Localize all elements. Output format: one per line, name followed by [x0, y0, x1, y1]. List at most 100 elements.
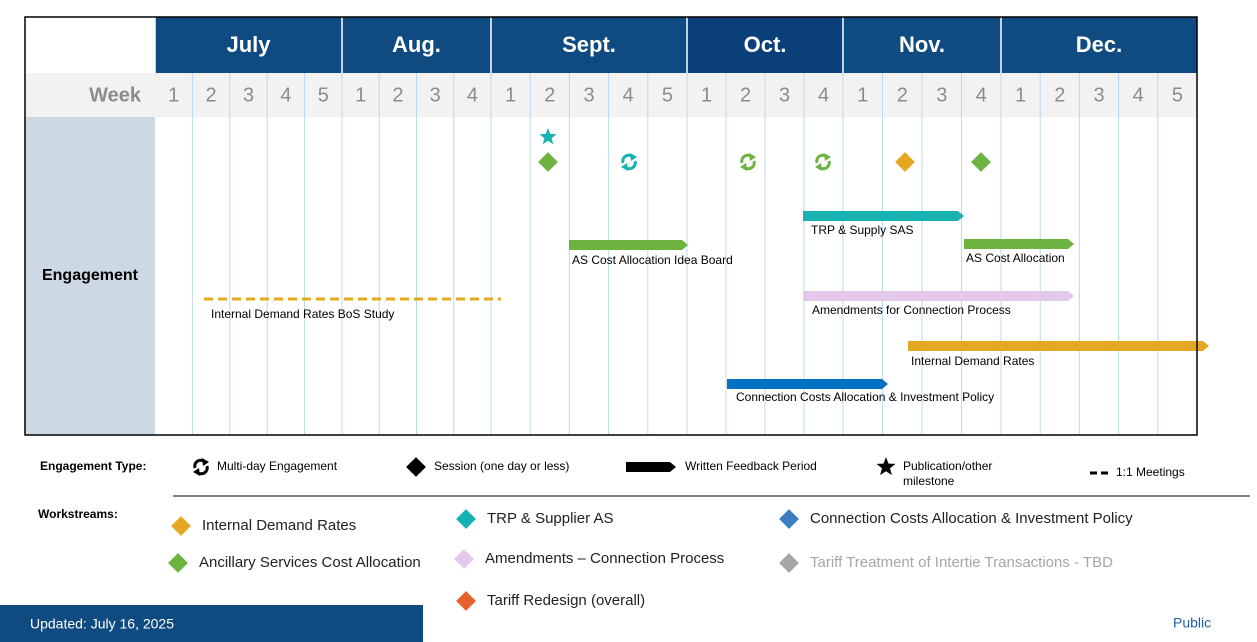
week-number: 4: [1133, 84, 1144, 106]
week-number: 5: [662, 84, 673, 106]
legend-title: Engagement Type:: [40, 459, 146, 473]
cycle-arrow: [621, 163, 628, 171]
week-number: 4: [976, 84, 987, 106]
workstream-label: Internal Demand Rates: [202, 517, 356, 534]
legend-label: 1:1 Meetings: [1116, 465, 1185, 479]
week-number: 2: [392, 84, 403, 106]
week-number: 2: [740, 84, 751, 106]
feedback-bar: [803, 291, 1074, 301]
month-header: [155, 17, 342, 73]
feedback-bar: [569, 240, 688, 250]
feedback-bar: [727, 379, 888, 389]
legend-icon: [193, 458, 209, 476]
classification: Public: [1173, 615, 1211, 631]
workstream-label: Amendments – Connection Process: [485, 550, 724, 567]
week-number: 3: [936, 84, 947, 106]
task-label: Connection Costs Allocation & Investment…: [736, 390, 994, 404]
month-label: Sept.: [562, 32, 616, 57]
task-label: Amendments for Connection Process: [812, 303, 1011, 317]
month-label: Aug.: [392, 32, 441, 57]
updated-date: Updated: July 16, 2025: [30, 616, 174, 632]
legend-icon: [406, 457, 426, 477]
legend-label: Written Feedback Period: [685, 459, 817, 473]
month-header: [843, 17, 1001, 73]
month-header: [1001, 17, 1197, 73]
week-number: 3: [243, 84, 254, 106]
task-label: TRP & Supply SAS: [811, 223, 914, 237]
workstream-label: Connection Costs Allocation & Investment…: [810, 510, 1133, 527]
month-label: Dec.: [1076, 32, 1122, 57]
workstream-swatch: [779, 553, 799, 573]
week-number: 1: [857, 84, 868, 106]
cycle-arrow: [630, 153, 637, 161]
legend-icon: [626, 462, 676, 472]
week-row-bg: [155, 73, 1197, 117]
workstream-swatch: [454, 549, 474, 569]
publication-star: [539, 128, 557, 145]
cycle-arrow: [749, 153, 756, 161]
week-number: 3: [1093, 84, 1104, 106]
cycle-arrow: [202, 458, 209, 466]
legend-label: Publication/other milestone: [903, 459, 993, 488]
multi-day-icon: [815, 153, 831, 171]
legend-label: Session (one day or less): [434, 459, 569, 473]
week-number: 3: [430, 84, 441, 106]
week-number: 4: [467, 84, 478, 106]
cycle-arrow: [193, 468, 200, 476]
week-label-bg: [25, 73, 155, 117]
week-number: 1: [355, 84, 366, 106]
month-label: Nov.: [899, 32, 945, 57]
cycle-arrow: [815, 163, 822, 171]
workstream-label: Tariff Redesign (overall): [487, 592, 645, 609]
week-number: 2: [544, 84, 555, 106]
legend-icon: [876, 457, 896, 476]
frame: [24, 16, 1198, 436]
week-number: 1: [1015, 84, 1026, 106]
workstreams-title: Workstreams:: [38, 507, 118, 521]
row-label: Engagement: [42, 267, 139, 284]
workstream-label: Ancillary Services Cost Allocation: [199, 554, 421, 571]
feedback-bar: [908, 341, 1209, 351]
week-label: Week: [89, 84, 142, 106]
workstream-swatch: [456, 509, 476, 529]
cycle-arrow: [740, 163, 747, 171]
task-label: Internal Demand Rates BoS Study: [211, 307, 394, 321]
multi-day-icon: [621, 153, 637, 171]
week-number: 3: [583, 84, 594, 106]
week-number: 1: [168, 84, 179, 106]
week-number: 4: [818, 84, 829, 106]
legend-label-box: Publication/other milestone: [903, 459, 993, 488]
workstream-swatch: [456, 591, 476, 611]
month-header: [687, 17, 843, 73]
week-number: 1: [701, 84, 712, 106]
row-label-bg: [25, 117, 155, 435]
month-label: July: [226, 32, 271, 57]
cycle-arrow: [824, 153, 831, 161]
week-number: 2: [1054, 84, 1065, 106]
week-number: 5: [1172, 84, 1183, 106]
task-label: AS Cost Allocation: [966, 251, 1065, 265]
task-label: Internal Demand Rates: [911, 354, 1034, 368]
legend-label: Multi-day Engagement: [217, 459, 338, 473]
month-header: [342, 17, 491, 73]
week-number: 3: [779, 84, 790, 106]
week-number: 1: [505, 84, 516, 106]
workstream-label: Tariff Treatment of Intertie Transaction…: [810, 554, 1113, 571]
footer-band: [0, 605, 423, 642]
task-label: AS Cost Allocation Idea Board: [572, 253, 733, 267]
workstream-label: TRP & Supplier AS: [487, 510, 613, 527]
week-number: 4: [623, 84, 634, 106]
feedback-bar: [964, 239, 1074, 249]
multi-day-icon: [740, 153, 756, 171]
week-number: 2: [206, 84, 217, 106]
milestones: TRP & Supply SAS AS Cost Allocation Idea …: [204, 128, 1209, 404]
month-label: Oct.: [744, 32, 787, 57]
legend: Multi-day Engagement Session (one day or …: [168, 457, 1185, 611]
week-number: 4: [280, 84, 291, 106]
week-number: 5: [318, 84, 329, 106]
grid: July 1 2 3 4 5 Aug. 1 2 3 4 Sept. 1 2 3 4 5 Oct. 1 2 3 4 Nov. 1…: [154, 17, 1197, 435]
week-number: 2: [897, 84, 908, 106]
feedback-bar: [803, 211, 964, 221]
month-header: [491, 17, 687, 73]
